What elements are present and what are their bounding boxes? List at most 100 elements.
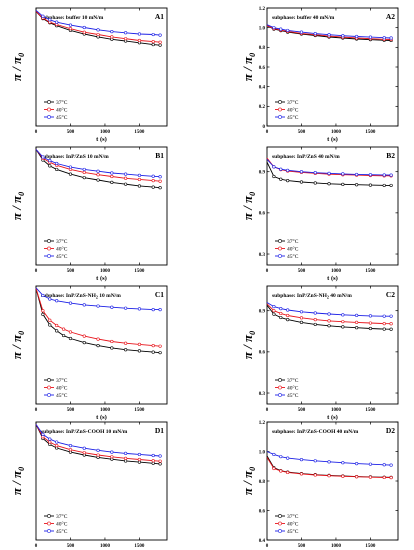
y-axis-label: π / π0 (240, 331, 257, 359)
y-tick-label: 1.2 (259, 7, 266, 12)
data-point-45 (355, 172, 359, 177)
data-point-45 (137, 452, 142, 457)
data-point-40 (137, 38, 142, 43)
data-point-45 (389, 36, 393, 40)
x-tick-label: 1500 (365, 408, 376, 413)
data-point-40 (124, 456, 128, 460)
data-point-45 (151, 32, 155, 37)
data-point-40 (299, 472, 304, 476)
data-point-45 (272, 26, 276, 30)
legend-label-40: 40°C (287, 521, 299, 528)
panel-tag: B1 (155, 151, 164, 160)
data-point-45 (368, 173, 373, 177)
data-point-45 (313, 31, 317, 36)
data-point-40 (382, 321, 386, 326)
legend-marker-40 (47, 385, 51, 390)
data-point-40 (61, 327, 66, 331)
data-point-45 (41, 432, 45, 436)
data-point-37 (137, 184, 142, 188)
data-point-37 (313, 181, 317, 185)
legend-marker-37 (47, 100, 51, 104)
legend-label-40: 40°C (56, 521, 68, 528)
x-tick-label: 0 (266, 408, 269, 413)
legend-label-40: 40°C (56, 385, 68, 392)
data-point-45 (55, 161, 59, 166)
legend-label-45: 45°C (56, 114, 68, 121)
x-axis-label: t (s) (327, 275, 338, 282)
data-point-45 (151, 453, 155, 458)
data-point-40 (272, 466, 276, 471)
legend-label-45: 45°C (287, 114, 299, 121)
data-point-45 (299, 30, 304, 34)
data-point-40 (368, 475, 373, 479)
data-point-40 (110, 35, 114, 39)
data-point-45 (299, 458, 304, 462)
legend-label-40: 40°C (56, 107, 68, 114)
data-point-40 (313, 473, 317, 477)
data-point-45 (327, 171, 331, 175)
y-axis-label: π / π0 (240, 192, 257, 220)
data-point-40 (355, 475, 359, 479)
x-axis-label: t (s) (96, 136, 107, 143)
x-tick-label: 1000 (100, 408, 111, 413)
data-point-40 (41, 309, 45, 313)
x-tick-label: 1000 (100, 544, 111, 549)
data-point-45 (55, 20, 59, 24)
data-point-45 (272, 452, 276, 457)
y-tick-label: 0.3 (259, 392, 266, 397)
data-point-40 (299, 316, 304, 320)
panel-tag: D1 (155, 426, 164, 435)
y-tick-label: 0.4 (259, 539, 266, 544)
panel-title: subphase: InP/ZnS-COOH 10 mN/m (41, 429, 128, 435)
data-point-37 (137, 460, 142, 464)
x-tick-label: 1000 (100, 130, 111, 135)
data-point-37 (355, 326, 359, 330)
data-point-37 (286, 318, 290, 322)
x-tick-label: 0 (266, 130, 269, 135)
x-axis-label: t (s) (327, 136, 338, 143)
data-point-40 (158, 179, 162, 183)
data-point-40 (286, 470, 290, 475)
x-tick-label: 0 (35, 130, 38, 135)
data-point-45 (137, 307, 142, 311)
panel-tag: A1 (155, 12, 164, 21)
y-axis-label: π / π0 (9, 467, 26, 495)
x-tick-label: 1000 (100, 269, 111, 274)
data-point-45 (68, 444, 73, 448)
data-point-37 (355, 183, 359, 187)
x-tick-label: 500 (67, 544, 75, 549)
data-point-37 (389, 183, 393, 188)
data-point-40 (124, 176, 128, 180)
data-point-45 (341, 172, 345, 176)
data-point-45 (48, 18, 52, 22)
data-point-45 (151, 308, 155, 312)
data-point-37 (151, 42, 155, 47)
x-tick-label: 1500 (134, 130, 145, 135)
data-point-40 (82, 334, 86, 338)
data-point-45 (110, 30, 114, 34)
chart-panel-b1: 0 500 1000 1500 t (s) π / π0 subphase: InP/ZnS… (9, 146, 168, 282)
panel-title: subphase: InP/ZnS-COOH 40 mN/m (272, 429, 359, 435)
y-tick-label: 0.8 (259, 46, 266, 51)
data-point-45 (96, 28, 100, 32)
data-point-45 (279, 455, 283, 459)
data-point-45 (279, 307, 283, 311)
legend-marker-45 (47, 115, 51, 119)
data-point-40 (151, 40, 155, 44)
data-point-40 (327, 319, 331, 323)
data-point-37 (389, 327, 393, 331)
data-point-45 (286, 456, 290, 460)
data-point-45 (313, 459, 317, 463)
data-point-45 (82, 303, 86, 307)
data-point-40 (96, 337, 100, 341)
data-point-37 (341, 325, 345, 329)
data-point-45 (327, 33, 331, 37)
data-point-45 (355, 461, 359, 466)
legend-marker-37 (47, 239, 51, 243)
data-point-45 (389, 173, 393, 177)
data-point-37 (110, 180, 114, 184)
legend-marker-40 (47, 521, 51, 526)
data-point-37 (313, 322, 317, 327)
data-point-37 (368, 183, 373, 187)
data-point-45 (355, 313, 359, 317)
